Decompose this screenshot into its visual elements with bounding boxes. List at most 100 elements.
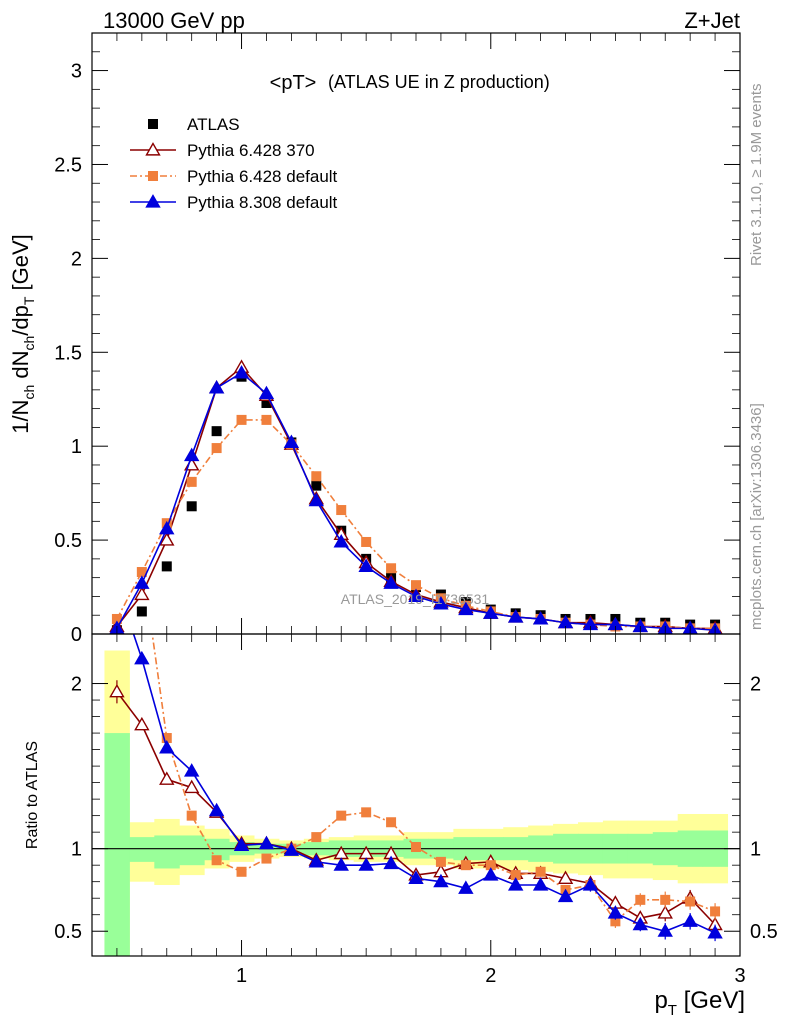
ratio-point-pythia-8-308-default xyxy=(607,905,624,919)
data-point-pythia-6-428-370 xyxy=(159,532,175,546)
ratio-point-pythia-8-308-default xyxy=(333,857,349,871)
y-axis-label-ratio: Ratio to ATLAS xyxy=(24,741,41,849)
ytick-label: 1.5 xyxy=(54,342,82,364)
legend-label-atlas: ATLAS xyxy=(187,115,240,134)
ratio-point-pythia-6-428-default xyxy=(710,906,721,917)
data-point-pythia-6-428-default xyxy=(411,580,421,591)
data-point-pythia-8-308-default xyxy=(283,434,300,449)
mcplots-label: mcplots.cern.ch [arXiv:1306.3436] xyxy=(748,403,765,630)
data-point-atlas xyxy=(186,501,197,512)
ratio-point-pythia-6-428-default xyxy=(660,894,671,905)
ytick-label: 0.5 xyxy=(54,530,82,552)
ratio-point-pythia-6-428-default xyxy=(361,807,372,818)
ratio-point-pythia-6-428-default xyxy=(236,866,247,877)
ratio-point-pythia-8-308-default xyxy=(383,855,399,870)
y-axis-label-main: 1/Nch dNch/dpT [GeV] xyxy=(8,234,37,434)
data-point-atlas xyxy=(161,561,172,572)
ratio-point-pythia-8-308-default xyxy=(233,837,250,851)
data-point-pythia-8-308-default xyxy=(183,447,200,462)
ratio-point-pythia-6-428-default xyxy=(435,856,446,867)
data-point-pythia-8-308-default xyxy=(233,365,250,379)
ratio-point-pythia-6-428-370 xyxy=(109,683,125,698)
ytick-label-right: 0.5 xyxy=(750,921,778,943)
uncertainty-band-green xyxy=(104,733,130,956)
data-point-pythia-6-428-default xyxy=(261,414,272,425)
data-point-pythia-8-308-default xyxy=(383,575,399,589)
ratio-point-pythia-6-428-default xyxy=(137,555,147,565)
x-axis-label: pT [GeV] xyxy=(654,987,745,1019)
uncertainty-band-green xyxy=(179,835,205,866)
ratio-point-pythia-8-308-default xyxy=(433,873,449,888)
legend-label-pythia-6-428-370: Pythia 6.428 370 xyxy=(187,141,315,160)
data-point-pythia-8-308-default xyxy=(433,596,449,610)
uncertainty-band-green xyxy=(129,837,155,862)
legend: ATLAS Pythia 6.428 370 Pythia 6.428 defaul… xyxy=(130,115,338,212)
analysis-watermark: ATLAS_2019_I1736531 xyxy=(341,591,490,607)
ratio-point-pythia-8-308-default xyxy=(134,650,150,665)
ratio-point-pythia-6-428-default xyxy=(112,431,122,441)
data-point-pythia-8-308-default xyxy=(358,558,374,572)
ratio-point-pythia-8-308-default xyxy=(532,877,549,891)
legend-marker-pythia-6-428-370 xyxy=(145,142,161,156)
ytick-label: 0 xyxy=(71,624,82,646)
data-point-pythia-8-308-default xyxy=(208,380,225,394)
data-point-pythia-8-308-default xyxy=(333,534,349,548)
data-point-atlas xyxy=(136,606,147,617)
data-point-pythia-8-308-default xyxy=(532,611,549,625)
xtick-label: 1 xyxy=(236,965,247,987)
uncertainty-band-green xyxy=(204,838,230,861)
data-point-pythia-6-428-default xyxy=(386,563,397,574)
ratio-point-pythia-6-428-default xyxy=(311,832,322,843)
legend-marker-pythia-8-308-default xyxy=(145,194,161,208)
xtick-label: 3 xyxy=(734,965,745,987)
ytick-label: 1 xyxy=(71,436,82,458)
ratio-point-pythia-8-308-default xyxy=(358,857,374,871)
legend-label-pythia-8-308-default: Pythia 8.308 default xyxy=(187,193,338,212)
ratio-point-pythia-6-428-default xyxy=(211,855,222,866)
ratio-point-pythia-6-428-370 xyxy=(557,870,574,884)
plot-title: <pT> xyxy=(270,72,317,94)
ratio-point-pythia-6-428-default xyxy=(610,916,621,927)
data-point-pythia-8-308-default xyxy=(458,601,474,616)
ratio-point-pythia-8-308-default xyxy=(458,880,474,894)
ratio-point-pythia-6-428-default xyxy=(535,866,546,877)
data-point-pythia-8-308-default xyxy=(134,575,150,589)
ytick-label: 3 xyxy=(71,61,82,83)
ytick-label: 2 xyxy=(71,248,82,270)
ratio-point-pythia-8-308-default xyxy=(308,853,325,868)
data-point-pythia-6-428-default xyxy=(311,471,322,482)
ratio-point-pythia-6-428-default xyxy=(510,870,521,881)
ratio-point-pythia-8-308-default xyxy=(258,835,275,850)
header-left-label: 13000 GeV pp xyxy=(103,8,245,33)
ratio-point-pythia-8-308-default xyxy=(110,578,123,589)
ratio-point-pythia-6-428-370 xyxy=(657,905,673,919)
ratio-point-pythia-6-428-default xyxy=(161,733,172,744)
data-point-pythia-8-308-default xyxy=(507,609,524,623)
data-point-atlas xyxy=(211,426,222,437)
ratio-point-pythia-8-308-default xyxy=(557,888,574,903)
ratio-point-pythia-8-308-default xyxy=(507,877,524,891)
ytick-label: 1 xyxy=(71,839,82,861)
xtick-label: 2 xyxy=(485,965,496,987)
main-panel: 0 0.5 1 1.5 2 2.5 3 <pT> (ATLAS UE in Z produc… xyxy=(8,32,741,646)
ytick-label: 0.5 xyxy=(54,921,82,943)
ratio-point-pythia-8-308-default xyxy=(408,870,424,884)
legend-marker-atlas xyxy=(148,119,158,129)
legend-marker-pythia-6-428-default xyxy=(148,171,158,181)
data-point-pythia-6-428-370 xyxy=(134,586,150,601)
ratio-point-pythia-8-308-default xyxy=(208,802,225,817)
ratio-point-pythia-6-428-370 xyxy=(134,716,150,731)
ratio-point-pythia-6-428-default xyxy=(635,894,646,905)
ratio-point-pythia-8-308-default xyxy=(159,740,175,754)
ratio-panel: 0.5 0.5 1 1 2 2 1 2 3 Ratio to ATLAS pT [GeV] xyxy=(24,431,778,1019)
ratio-line-pythia-6-428-370 xyxy=(116,691,716,926)
data-point-pythia-6-428-default xyxy=(361,536,372,547)
ratio-point-pythia-8-308-default xyxy=(707,924,723,939)
data-point-atlas xyxy=(261,397,272,408)
plot-subtitle: (ATLAS UE in Z production) xyxy=(328,72,550,92)
legend-label-pythia-6-428-default: Pythia 6.428 default xyxy=(187,167,338,186)
data-point-pythia-8-308-default xyxy=(159,520,175,535)
ratio-point-pythia-6-428-default xyxy=(685,896,696,907)
uncertainty-band-green xyxy=(154,835,180,869)
